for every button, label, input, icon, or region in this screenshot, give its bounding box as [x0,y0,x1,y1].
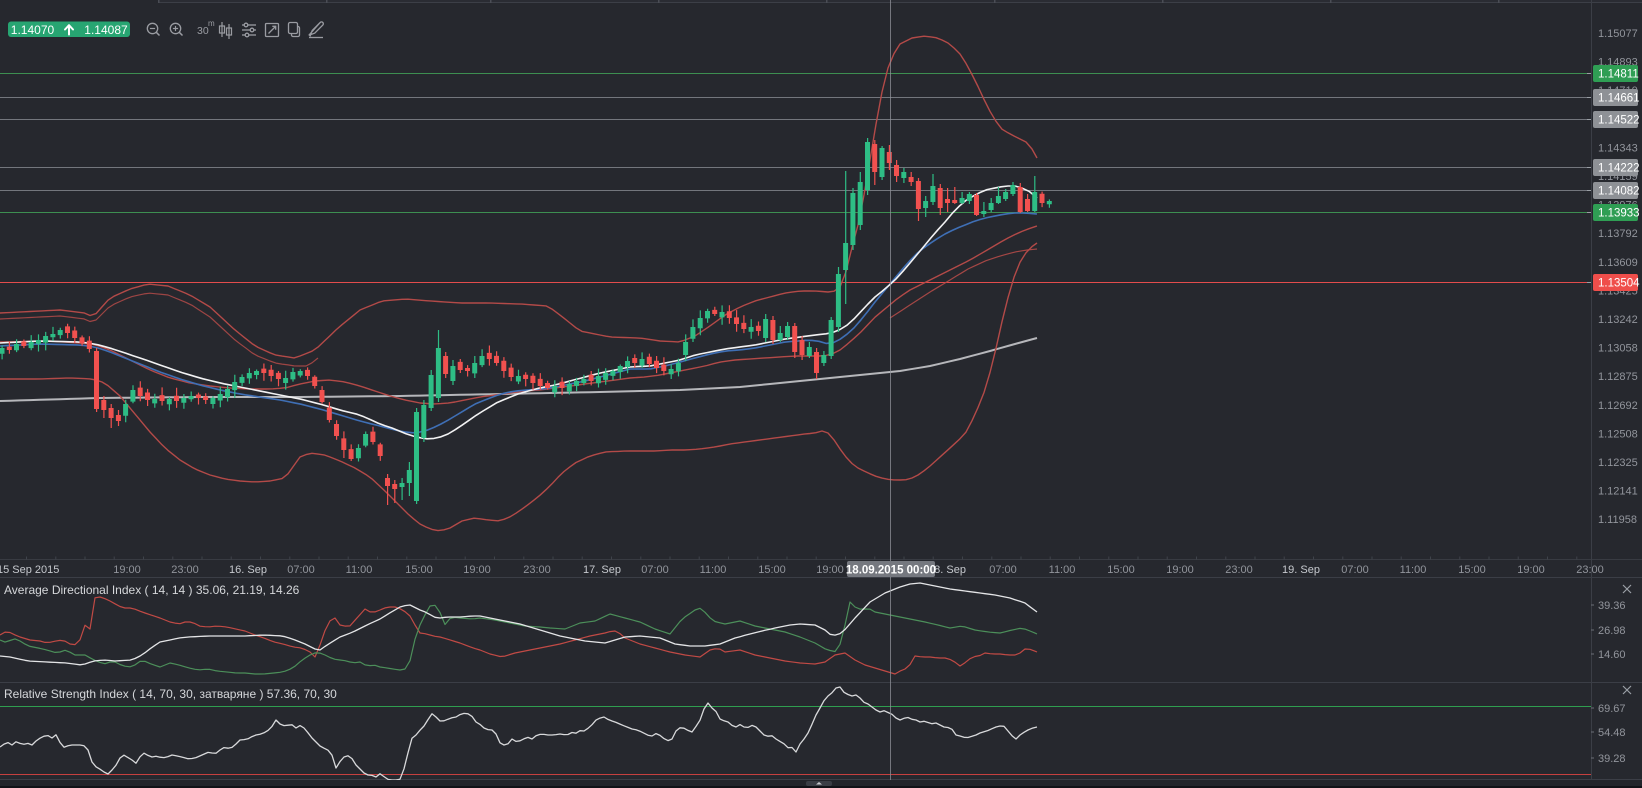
svg-text:39.36: 39.36 [1598,600,1626,612]
svg-text:23:00: 23:00 [523,564,551,576]
svg-text:39.28: 39.28 [1598,753,1626,765]
svg-text:19:00: 19:00 [113,564,141,576]
svg-text:1.14343: 1.14343 [1598,142,1638,154]
svg-text:1.14222: 1.14222 [1598,163,1640,175]
svg-text:m: m [208,19,215,28]
svg-text:19:00: 19:00 [816,564,844,576]
svg-text:19. Sep: 19. Sep [1282,564,1320,576]
svg-text:15:00: 15:00 [405,564,433,576]
svg-text:14.60: 14.60 [1598,649,1626,661]
svg-text:1.14811: 1.14811 [1598,69,1639,81]
svg-text:1.13058: 1.13058 [1598,343,1638,355]
svg-text:1.15077: 1.15077 [1598,28,1638,40]
svg-text:1.14070: 1.14070 [11,23,55,37]
svg-text:15:00: 15:00 [1107,564,1135,576]
svg-text:07:00: 07:00 [989,564,1017,576]
svg-text:19:00: 19:00 [1517,564,1545,576]
svg-text:54.48: 54.48 [1598,727,1626,739]
svg-text:1.14087: 1.14087 [84,23,128,37]
svg-text:1.14082: 1.14082 [1598,186,1640,198]
svg-text:1.12325: 1.12325 [1598,457,1638,469]
svg-text:07:00: 07:00 [641,564,669,576]
svg-text:11:00: 11:00 [1049,564,1076,576]
svg-text:30: 30 [197,25,209,37]
svg-text:07:00: 07:00 [1341,564,1369,576]
svg-text:17. Sep: 17. Sep [583,564,621,576]
svg-text:1.12141: 1.12141 [1598,486,1638,498]
svg-text:1.13242: 1.13242 [1598,314,1638,326]
svg-text:26.98: 26.98 [1598,625,1626,637]
svg-text:Relative Strength Index ( 14,: Relative Strength Index ( 14, 70, 30, за… [4,687,337,701]
svg-text:07:00: 07:00 [287,564,315,576]
svg-text:23:00: 23:00 [171,564,199,576]
svg-text:69.67: 69.67 [1598,703,1626,715]
svg-text:16. Sep: 16. Sep [229,564,267,576]
svg-text:15:00: 15:00 [1458,564,1486,576]
svg-text:23:00: 23:00 [1225,564,1253,576]
svg-text:15:00: 15:00 [758,564,786,576]
svg-text:Average Directional Index ( 14: Average Directional Index ( 14, 14 ) 35.… [4,583,300,597]
svg-text:1.13933: 1.13933 [1598,208,1640,220]
svg-text:1.12508: 1.12508 [1598,428,1638,440]
svg-text:11:00: 11:00 [1400,564,1427,576]
svg-text:11:00: 11:00 [700,564,727,576]
svg-text:1.12875: 1.12875 [1598,371,1638,383]
svg-text:19:00: 19:00 [463,564,491,576]
svg-text:1.13504: 1.13504 [1598,278,1640,290]
svg-text:1.11958: 1.11958 [1598,514,1637,526]
svg-text:1.12692: 1.12692 [1598,400,1638,412]
svg-text:18.09.2015 00:00: 18.09.2015 00:00 [846,565,936,577]
svg-text:23:00: 23:00 [1576,564,1604,576]
svg-text:1.13792: 1.13792 [1598,228,1638,240]
svg-text:1.13609: 1.13609 [1598,257,1638,269]
svg-text:1.14522: 1.14522 [1598,115,1640,127]
svg-text:11:00: 11:00 [346,564,373,576]
svg-text:18. Sep: 18. Sep [928,564,966,576]
svg-text:19:00: 19:00 [1166,564,1194,576]
svg-text:1.14661: 1.14661 [1598,93,1640,105]
svg-text:15 Sep 2015: 15 Sep 2015 [0,564,59,576]
